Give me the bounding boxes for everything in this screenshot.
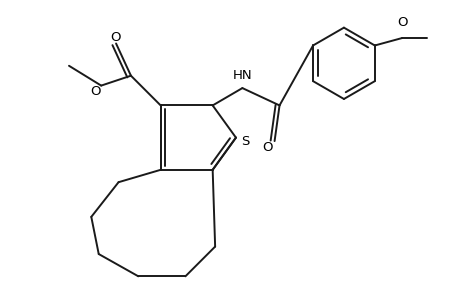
Text: O: O bbox=[261, 141, 272, 154]
Text: O: O bbox=[396, 16, 406, 29]
Text: S: S bbox=[241, 135, 249, 148]
Text: HN: HN bbox=[232, 69, 252, 82]
Text: O: O bbox=[90, 85, 100, 98]
Text: O: O bbox=[110, 31, 120, 44]
